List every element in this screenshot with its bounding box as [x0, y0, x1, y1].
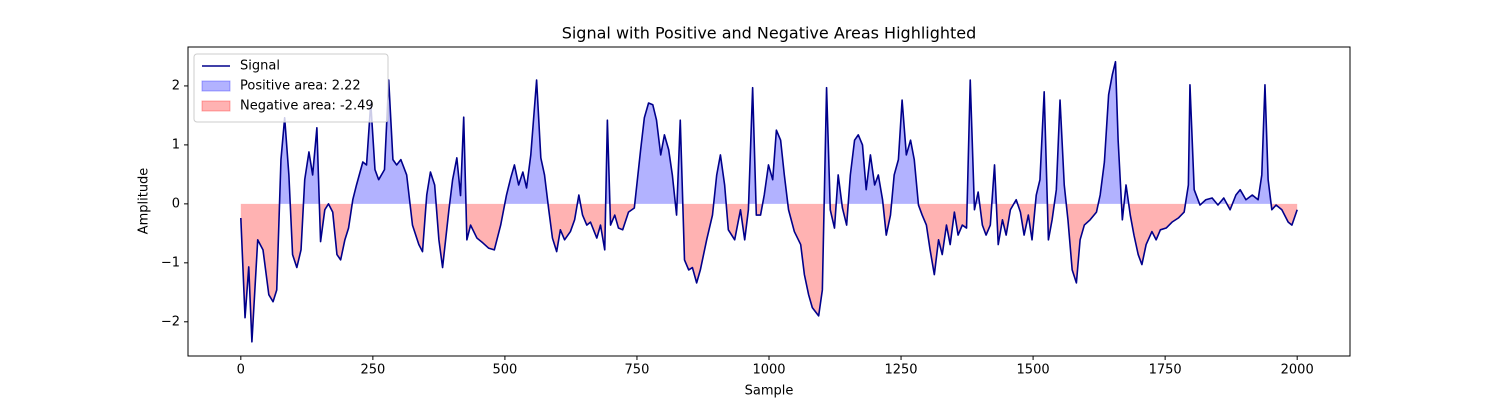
positive-area	[891, 100, 919, 204]
positive-area	[279, 117, 291, 204]
x-tick-label: 1000	[752, 363, 785, 378]
negative-area	[1128, 203, 1186, 265]
x-tick-label: 250	[360, 363, 385, 378]
y-axis-label: Amplitude	[137, 168, 152, 235]
positive-area	[713, 154, 727, 204]
negative-area	[609, 203, 635, 230]
x-tick-label: 500	[492, 363, 517, 378]
negative-area	[1066, 203, 1099, 283]
negative-area	[548, 203, 578, 252]
legend-box	[193, 53, 389, 123]
negative-area	[1271, 203, 1298, 226]
x-tick-label: 1500	[1017, 363, 1050, 378]
legend-label: Signal	[240, 59, 280, 74]
legend-patch	[201, 80, 231, 92]
negative-area	[682, 203, 714, 283]
y-tick-label: −2	[161, 314, 180, 329]
legend-label: Negative area: -2.49	[240, 99, 374, 114]
negative-area	[787, 203, 825, 316]
chart-title: Signal with Positive and Negative Areas …	[562, 24, 977, 43]
x-tick-label: 750	[625, 363, 650, 378]
negative-area	[918, 203, 968, 275]
y-tick-label: 0	[172, 196, 180, 211]
positive-area	[634, 103, 676, 204]
positive-area	[848, 134, 883, 204]
legend-label: Positive area: 2.22	[240, 79, 361, 94]
positive-area	[352, 80, 411, 204]
negative-area	[465, 203, 505, 250]
x-tick-label: 1250	[884, 363, 917, 378]
negative-area	[410, 203, 427, 252]
negative-area	[436, 203, 450, 268]
x-tick-label: 2000	[1281, 363, 1314, 378]
x-axis-label: Sample	[745, 384, 794, 399]
negative-area	[328, 203, 353, 260]
y-tick-label: 1	[172, 137, 180, 152]
x-tick-label: 1750	[1149, 363, 1182, 378]
positive-area	[748, 87, 756, 204]
positive-area	[762, 130, 788, 204]
positive-area	[426, 172, 437, 204]
signal-line	[240, 60, 1298, 343]
x-tick-label: 0	[237, 363, 245, 378]
y-tick-label: −1	[161, 255, 180, 270]
legend-patch	[201, 100, 231, 112]
y-tick-label: 2	[172, 78, 180, 93]
negative-area	[240, 203, 280, 342]
negative-area	[882, 203, 892, 236]
